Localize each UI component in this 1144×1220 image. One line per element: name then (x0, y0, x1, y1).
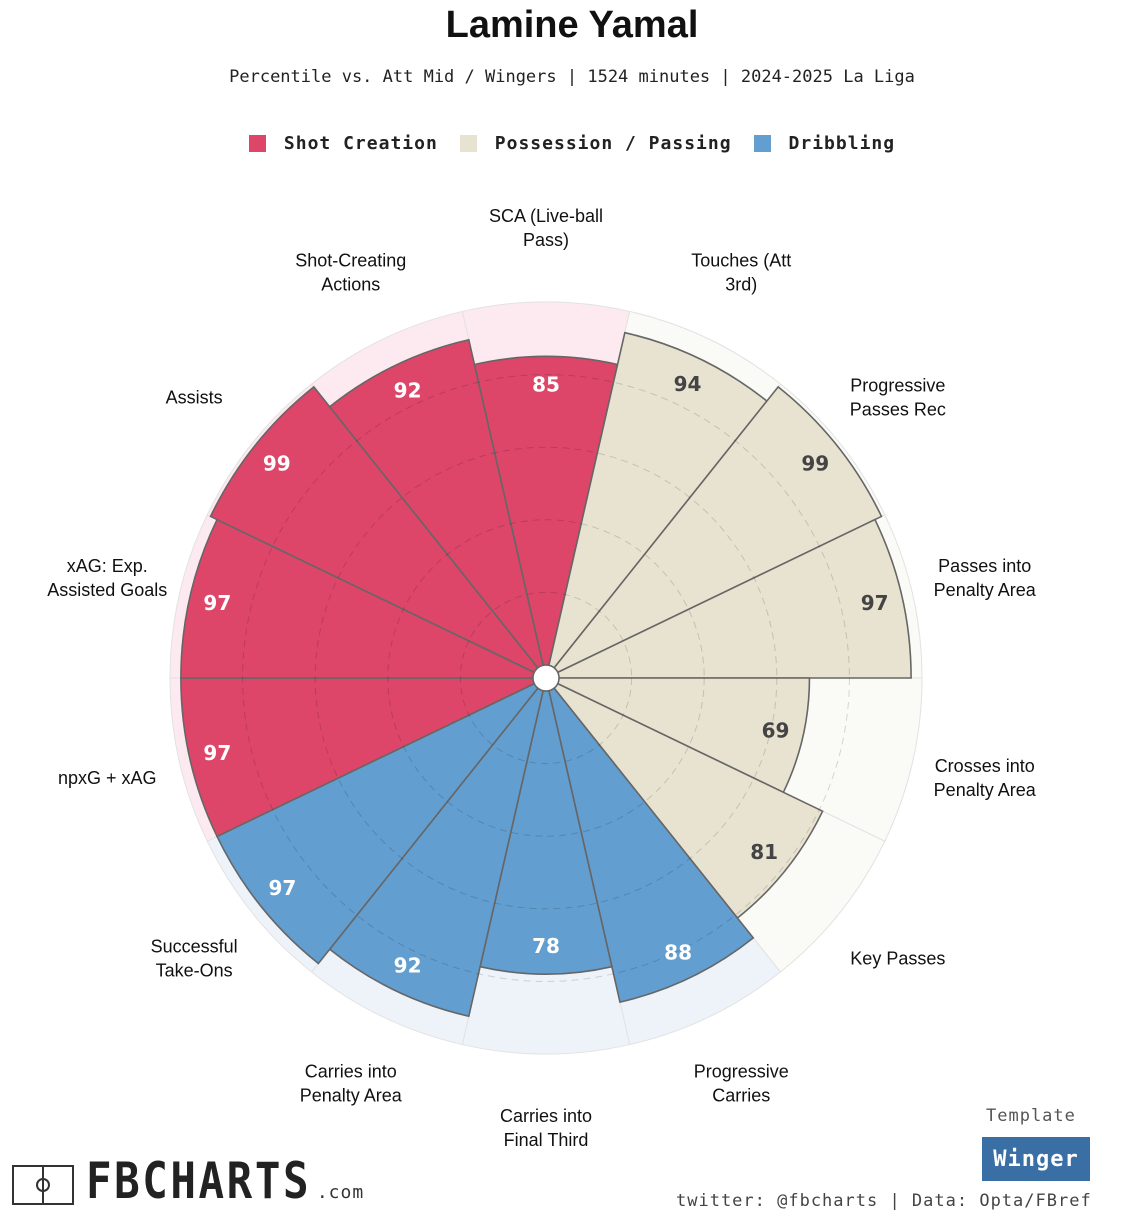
template-badge: Winger (982, 1137, 1090, 1181)
category-label: Successful Take-Ons (151, 937, 238, 981)
pitch-icon (12, 1165, 74, 1205)
credits: twitter: @fbcharts | Data: Opta/FBref (676, 1191, 1092, 1211)
logo-text: FBCHARTS (86, 1152, 312, 1210)
bar (547, 331, 768, 669)
background-wedge (461, 301, 631, 666)
legend-swatch-possession-passing (459, 135, 477, 152)
category-label: Shot-Creating Actions (295, 251, 406, 295)
data-label: 97 (269, 876, 297, 900)
legend-item-possession-passing: Possession / Passing (459, 133, 732, 154)
grid-ring (242, 374, 850, 982)
template-label: Template (986, 1106, 1076, 1126)
data-label: 97 (203, 591, 231, 615)
data-label: 78 (532, 934, 560, 958)
background-wedge (169, 677, 535, 842)
chart-subtitle: Percentile vs. Att Mid / Wingers | 1524 … (229, 67, 915, 87)
category-label: Progressive Carries (694, 1061, 789, 1105)
legend-swatch-shot-creation (248, 135, 266, 152)
data-label: 85 (532, 372, 560, 396)
legend-label-possession-passing: Possession / Passing (494, 133, 732, 154)
data-label: 69 (762, 718, 790, 742)
category-label: Carries into Final Third (500, 1106, 592, 1150)
legend-item-dribbling: Dribbling (753, 133, 896, 154)
chart-title: Lamine Yamal (445, 4, 699, 46)
category-label: Carries into Penalty Area (300, 1061, 403, 1105)
category-label: Assists (166, 387, 223, 407)
background-wedge (553, 682, 886, 973)
bar (215, 682, 540, 965)
legend-label-dribbling: Dribbling (788, 133, 896, 154)
data-label: 97 (861, 591, 889, 615)
fbcharts-logo: FBCHARTS .com (12, 1152, 365, 1210)
bar (209, 385, 540, 674)
category-label: xAG: Exp. Assisted Goals (47, 556, 167, 600)
category-label: npxG + xAG (58, 768, 157, 788)
background-wedge (310, 687, 544, 1046)
category-label: Touches (Att 3rd) (691, 251, 791, 295)
bar (479, 689, 613, 975)
bar (180, 518, 536, 679)
data-label: 97 (203, 741, 231, 765)
bar (328, 338, 545, 669)
bar (547, 687, 755, 1004)
legend-swatch-dribbling (753, 135, 771, 152)
data-label: 94 (674, 372, 702, 396)
category-label: Key Passes (850, 949, 945, 969)
legend: Shot Creation Possession / Passing Dribb… (0, 133, 1144, 154)
legend-item-shot-creation: Shot Creation (248, 133, 438, 154)
grid-ring (459, 591, 633, 765)
bar (552, 385, 883, 674)
bar (556, 677, 811, 794)
center-hole (532, 664, 560, 692)
logo-suffix: .com (316, 1182, 365, 1203)
data-label: 81 (750, 840, 778, 864)
bar (180, 677, 536, 838)
data-label: 92 (394, 953, 422, 977)
background-wedge (548, 687, 782, 1046)
bar (328, 687, 545, 1018)
background-wedge (206, 383, 539, 674)
background-wedge (310, 310, 544, 669)
data-label: 88 (664, 940, 692, 964)
background-wedge (461, 690, 631, 1055)
bar (556, 518, 912, 679)
background-wedge (557, 677, 923, 842)
background-wedge (553, 383, 886, 674)
bar (473, 355, 619, 667)
category-label: Passes into Penalty Area (934, 556, 1037, 600)
category-label: Crosses into Penalty Area (934, 756, 1037, 800)
background-wedge (169, 514, 535, 679)
bar (552, 682, 824, 920)
data-label: 99 (801, 451, 829, 475)
data-label: 99 (263, 451, 291, 475)
background-wedge (206, 682, 539, 973)
background-wedge (557, 514, 923, 679)
legend-label-shot-creation: Shot Creation (283, 133, 438, 154)
grid-ring (387, 519, 705, 837)
data-label: 92 (394, 379, 422, 403)
grid-ring (314, 446, 778, 910)
category-label: SCA (Live-ball Pass) (489, 206, 603, 250)
background-wedge (548, 310, 782, 669)
category-label: Progressive Passes Rec (850, 375, 946, 419)
